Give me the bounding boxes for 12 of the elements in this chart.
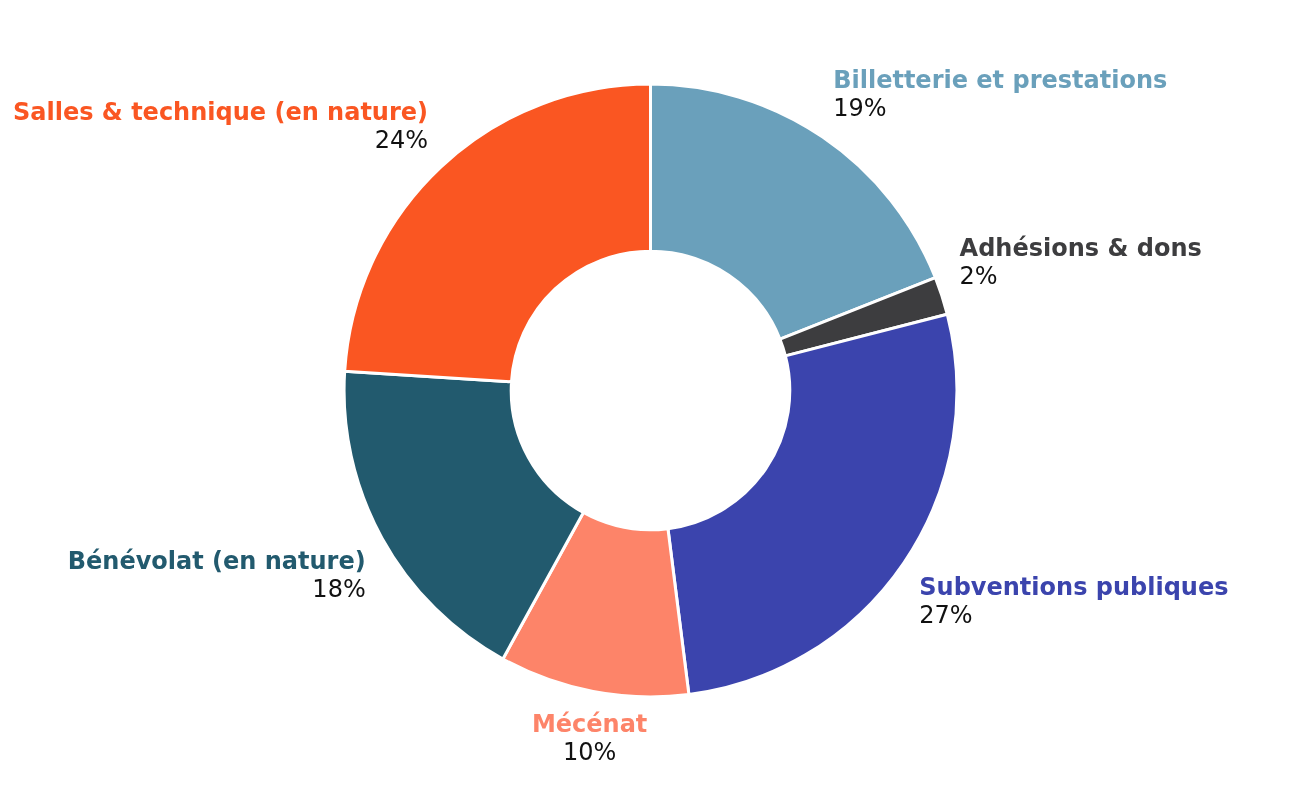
slice-label: Adhésions & dons [959,234,1202,263]
data-label: 27% [919,601,973,630]
slice-label: Mécénat [531,709,648,738]
slice-label: Subventions publiques [919,573,1229,602]
slice-label: Bénévolat (en nature) [67,547,366,576]
data-label: 19% [833,93,887,122]
data-label: 18% [312,574,366,603]
data-label: 2% [959,262,998,291]
slice-label: Salles & technique (en nature) [13,97,429,126]
data-label: 10% [562,737,617,766]
data-label: 24% [374,125,429,154]
slice-label: Billetterie et prestations [833,65,1168,94]
